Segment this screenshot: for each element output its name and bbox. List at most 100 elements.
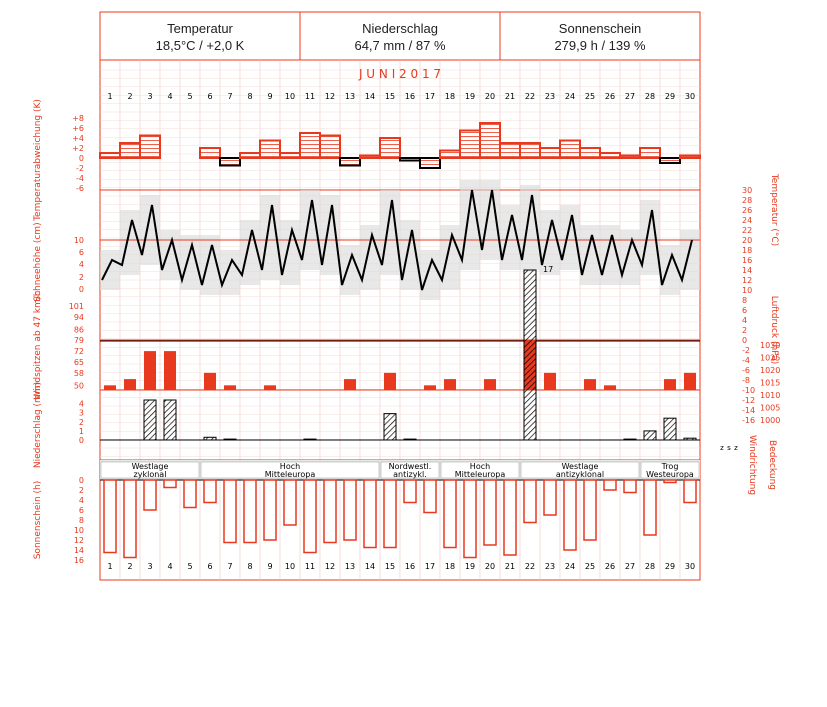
precip-bar — [403, 438, 417, 441]
day-label-top: 6 — [207, 92, 212, 101]
temperature-tick-label: -8 — [742, 376, 750, 385]
pressure-tick-label: 1025 — [760, 354, 780, 363]
wind-dir-tick: z — [720, 444, 724, 452]
anomaly-bar — [599, 152, 621, 159]
temperature-normal-band — [380, 190, 400, 275]
day-label-top: 30 — [685, 92, 695, 101]
wind-gust-bar — [164, 351, 176, 390]
anomaly-bar — [539, 147, 561, 159]
precip-bar — [623, 438, 637, 441]
wind-gust-bar — [484, 379, 496, 390]
sunshine-bar — [443, 479, 457, 549]
wind-gust-bar — [664, 379, 676, 390]
wind-tick-label: 50 — [74, 381, 84, 390]
weather-type-label: Trog — [661, 462, 679, 471]
temperature-normal-band — [320, 195, 340, 275]
weather-type-box — [640, 461, 700, 479]
anomaly-bar — [319, 134, 341, 159]
sunshine-tick-label: 2 — [79, 486, 84, 495]
sunshine-bar — [543, 479, 557, 516]
day-label-top: 13 — [345, 92, 355, 101]
sunshine-bar — [223, 479, 237, 544]
sunshine-tick-label: 6 — [79, 506, 84, 515]
temperature-normal-band — [140, 195, 160, 265]
sunshine-bar — [243, 479, 257, 544]
sunshine-bar — [163, 479, 177, 489]
chart-title: J U N I 2 0 1 7 — [358, 67, 441, 81]
wind-gust-bar — [684, 372, 696, 390]
sunshine-bar — [283, 479, 297, 526]
day-label-bottom: 27 — [625, 562, 635, 571]
wind-gust-bar — [544, 372, 556, 390]
sunshine-tick-label: 8 — [79, 516, 84, 525]
day-label-bottom: 29 — [665, 562, 675, 571]
pressure-tick-label: 1005 — [760, 404, 780, 413]
anomaly-bar — [379, 137, 401, 159]
day-label-top: 5 — [187, 92, 192, 101]
wind-gust-bar — [344, 379, 356, 390]
sunshine-bar — [383, 479, 397, 549]
day-label-top: 28 — [645, 92, 655, 101]
anomaly-tick-label: 0 — [79, 154, 84, 163]
day-label-top: 8 — [247, 92, 252, 101]
anomaly-tick-label: -6 — [76, 184, 84, 193]
day-label-bottom: 6 — [207, 562, 212, 571]
sunshine-bar — [303, 479, 317, 554]
day-label-bottom: 22 — [525, 562, 535, 571]
temperature-tick-label: -4 — [742, 356, 750, 365]
sunshine-bar — [403, 479, 417, 504]
anomaly-bar — [639, 147, 661, 159]
day-label-top: 1 — [107, 92, 112, 101]
temperature-tick-label: 28 — [742, 196, 752, 205]
wind-tick-label: 86 — [74, 325, 84, 334]
anomaly-bar — [219, 157, 241, 167]
anomaly-bar — [519, 142, 541, 159]
weather-type-label: antizykl. — [393, 470, 427, 479]
precip-bar — [643, 430, 657, 441]
day-label-bottom: 24 — [565, 562, 575, 571]
sunshine-bar — [623, 479, 637, 494]
day-label-bottom: 8 — [247, 562, 252, 571]
precip-bar — [683, 437, 697, 441]
precip-bar — [223, 438, 237, 441]
sunshine-bar — [603, 479, 617, 491]
day-label-bottom: 1 — [107, 562, 112, 571]
temperature-normal-band — [120, 210, 140, 275]
wind-tick-label: 72 — [74, 347, 84, 356]
pressure-tick-label: 1030 — [760, 341, 780, 350]
temperature-normal-band — [400, 220, 420, 290]
weather-type-label: Mitteleuropa — [455, 470, 506, 479]
anomaly-bar — [399, 157, 421, 162]
sunshine-tick-label: 16 — [74, 556, 84, 565]
day-label-top: 4 — [167, 92, 172, 101]
header-sunshine-value: 279,9 h / 139 % — [554, 38, 646, 53]
temperature-normal-band — [640, 200, 660, 275]
wind-gust-bar — [384, 372, 396, 390]
anomaly-tick-label: -4 — [76, 174, 84, 183]
sunshine-bar — [343, 479, 357, 541]
sunshine-bar — [143, 479, 157, 511]
precip-bar — [203, 436, 217, 441]
day-label-bottom: 10 — [285, 562, 295, 571]
day-label-top: 26 — [605, 92, 615, 101]
anomaly-tick-label: +4 — [72, 134, 84, 143]
day-label-bottom: 15 — [385, 562, 395, 571]
anomaly-bar — [419, 157, 441, 169]
snow-axis-title: Schneehöhe (cm) — [33, 222, 43, 301]
anomaly-bar — [139, 134, 161, 159]
weather-type-box — [440, 461, 520, 479]
temperature-normal-band — [520, 185, 540, 270]
anomaly-bar — [99, 152, 121, 159]
day-label-top: 22 — [525, 92, 535, 101]
day-label-top: 2 — [127, 92, 132, 101]
day-label-bottom: 30 — [685, 562, 695, 571]
pressure-axis-title: Luftdruck (hPa) — [769, 296, 779, 365]
wind-tick-label: 79 — [74, 336, 84, 345]
sunshine-bar — [263, 479, 277, 541]
day-label-top: 9 — [267, 92, 272, 101]
precip-tick-label: 0 — [79, 436, 84, 445]
day-label-top: 11 — [305, 92, 315, 101]
sunshine-bar — [103, 479, 117, 554]
